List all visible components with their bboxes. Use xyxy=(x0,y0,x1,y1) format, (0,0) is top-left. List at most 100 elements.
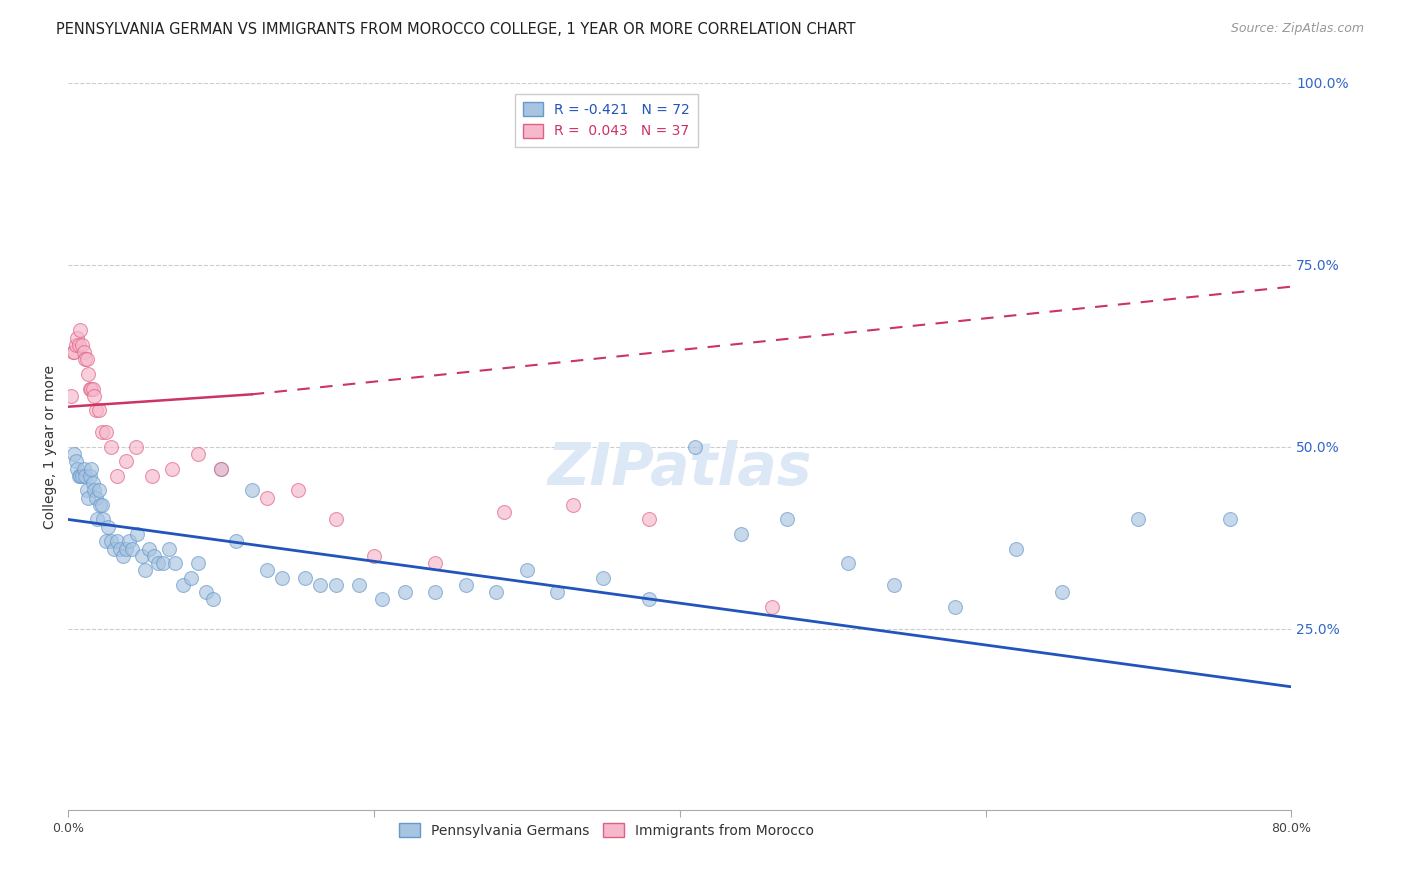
Point xyxy=(84,491,107,505)
Point xyxy=(63,447,86,461)
Point xyxy=(89,498,111,512)
Point xyxy=(209,461,232,475)
Point xyxy=(76,352,98,367)
Point xyxy=(77,491,100,505)
Point xyxy=(561,498,583,512)
Point xyxy=(66,330,89,344)
Point xyxy=(141,468,163,483)
Point xyxy=(115,454,138,468)
Point xyxy=(363,549,385,563)
Point xyxy=(69,468,91,483)
Point xyxy=(87,483,110,498)
Point xyxy=(454,578,477,592)
Point xyxy=(72,345,94,359)
Point xyxy=(837,556,859,570)
Point xyxy=(309,578,332,592)
Point xyxy=(943,599,966,614)
Point xyxy=(67,468,90,483)
Point xyxy=(546,585,568,599)
Point xyxy=(83,389,105,403)
Point xyxy=(86,512,108,526)
Point xyxy=(121,541,143,556)
Point xyxy=(65,338,87,352)
Point xyxy=(97,520,120,534)
Point xyxy=(202,592,225,607)
Point xyxy=(62,345,84,359)
Point xyxy=(70,338,93,352)
Point xyxy=(425,556,447,570)
Point xyxy=(73,468,96,483)
Point xyxy=(209,461,232,475)
Point xyxy=(492,505,515,519)
Point xyxy=(425,585,447,599)
Point xyxy=(105,468,128,483)
Point xyxy=(347,578,370,592)
Point xyxy=(76,483,98,498)
Point xyxy=(83,483,105,498)
Point xyxy=(325,578,347,592)
Point xyxy=(87,403,110,417)
Point xyxy=(115,541,138,556)
Point xyxy=(79,382,101,396)
Point xyxy=(69,323,91,337)
Point xyxy=(124,440,146,454)
Point xyxy=(294,571,316,585)
Point xyxy=(160,461,183,475)
Point xyxy=(134,563,156,577)
Point xyxy=(638,512,661,526)
Point xyxy=(485,585,508,599)
Point xyxy=(90,425,112,439)
Point xyxy=(108,541,131,556)
Point xyxy=(66,461,89,475)
Point xyxy=(142,549,165,563)
Point xyxy=(103,541,125,556)
Point xyxy=(776,512,799,526)
Point xyxy=(187,447,209,461)
Y-axis label: College, 1 year or more: College, 1 year or more xyxy=(44,365,58,529)
Point xyxy=(118,534,141,549)
Point xyxy=(394,585,416,599)
Point xyxy=(148,556,170,570)
Point xyxy=(638,592,661,607)
Point xyxy=(72,461,94,475)
Point xyxy=(1005,541,1028,556)
Point xyxy=(172,578,194,592)
Point xyxy=(256,563,278,577)
Point xyxy=(287,483,309,498)
Point xyxy=(1128,512,1150,526)
Point xyxy=(70,468,93,483)
Point xyxy=(730,527,752,541)
Point xyxy=(187,556,209,570)
Point xyxy=(73,352,96,367)
Point xyxy=(592,571,614,585)
Text: PENNSYLVANIA GERMAN VS IMMIGRANTS FROM MOROCCO COLLEGE, 1 YEAR OR MORE CORRELATI: PENNSYLVANIA GERMAN VS IMMIGRANTS FROM M… xyxy=(56,22,856,37)
Point xyxy=(240,483,263,498)
Point xyxy=(112,549,135,563)
Point xyxy=(93,512,115,526)
Legend: Pennsylvania Germans, Immigrants from Morocco: Pennsylvania Germans, Immigrants from Mo… xyxy=(394,818,820,844)
Point xyxy=(80,382,103,396)
Point xyxy=(761,599,783,614)
Point xyxy=(96,534,118,549)
Point xyxy=(152,556,174,570)
Point xyxy=(325,512,347,526)
Point xyxy=(1219,512,1241,526)
Point xyxy=(256,491,278,505)
Point xyxy=(80,461,103,475)
Point xyxy=(90,498,112,512)
Point xyxy=(138,541,160,556)
Point xyxy=(271,571,294,585)
Point xyxy=(131,549,153,563)
Point xyxy=(65,454,87,468)
Point xyxy=(225,534,247,549)
Point xyxy=(67,338,90,352)
Point xyxy=(194,585,217,599)
Point xyxy=(82,476,104,491)
Point xyxy=(125,527,148,541)
Point xyxy=(180,571,202,585)
Point xyxy=(165,556,187,570)
Point xyxy=(157,541,180,556)
Point xyxy=(105,534,128,549)
Point xyxy=(516,563,538,577)
Text: ZIPatlas: ZIPatlas xyxy=(547,440,813,497)
